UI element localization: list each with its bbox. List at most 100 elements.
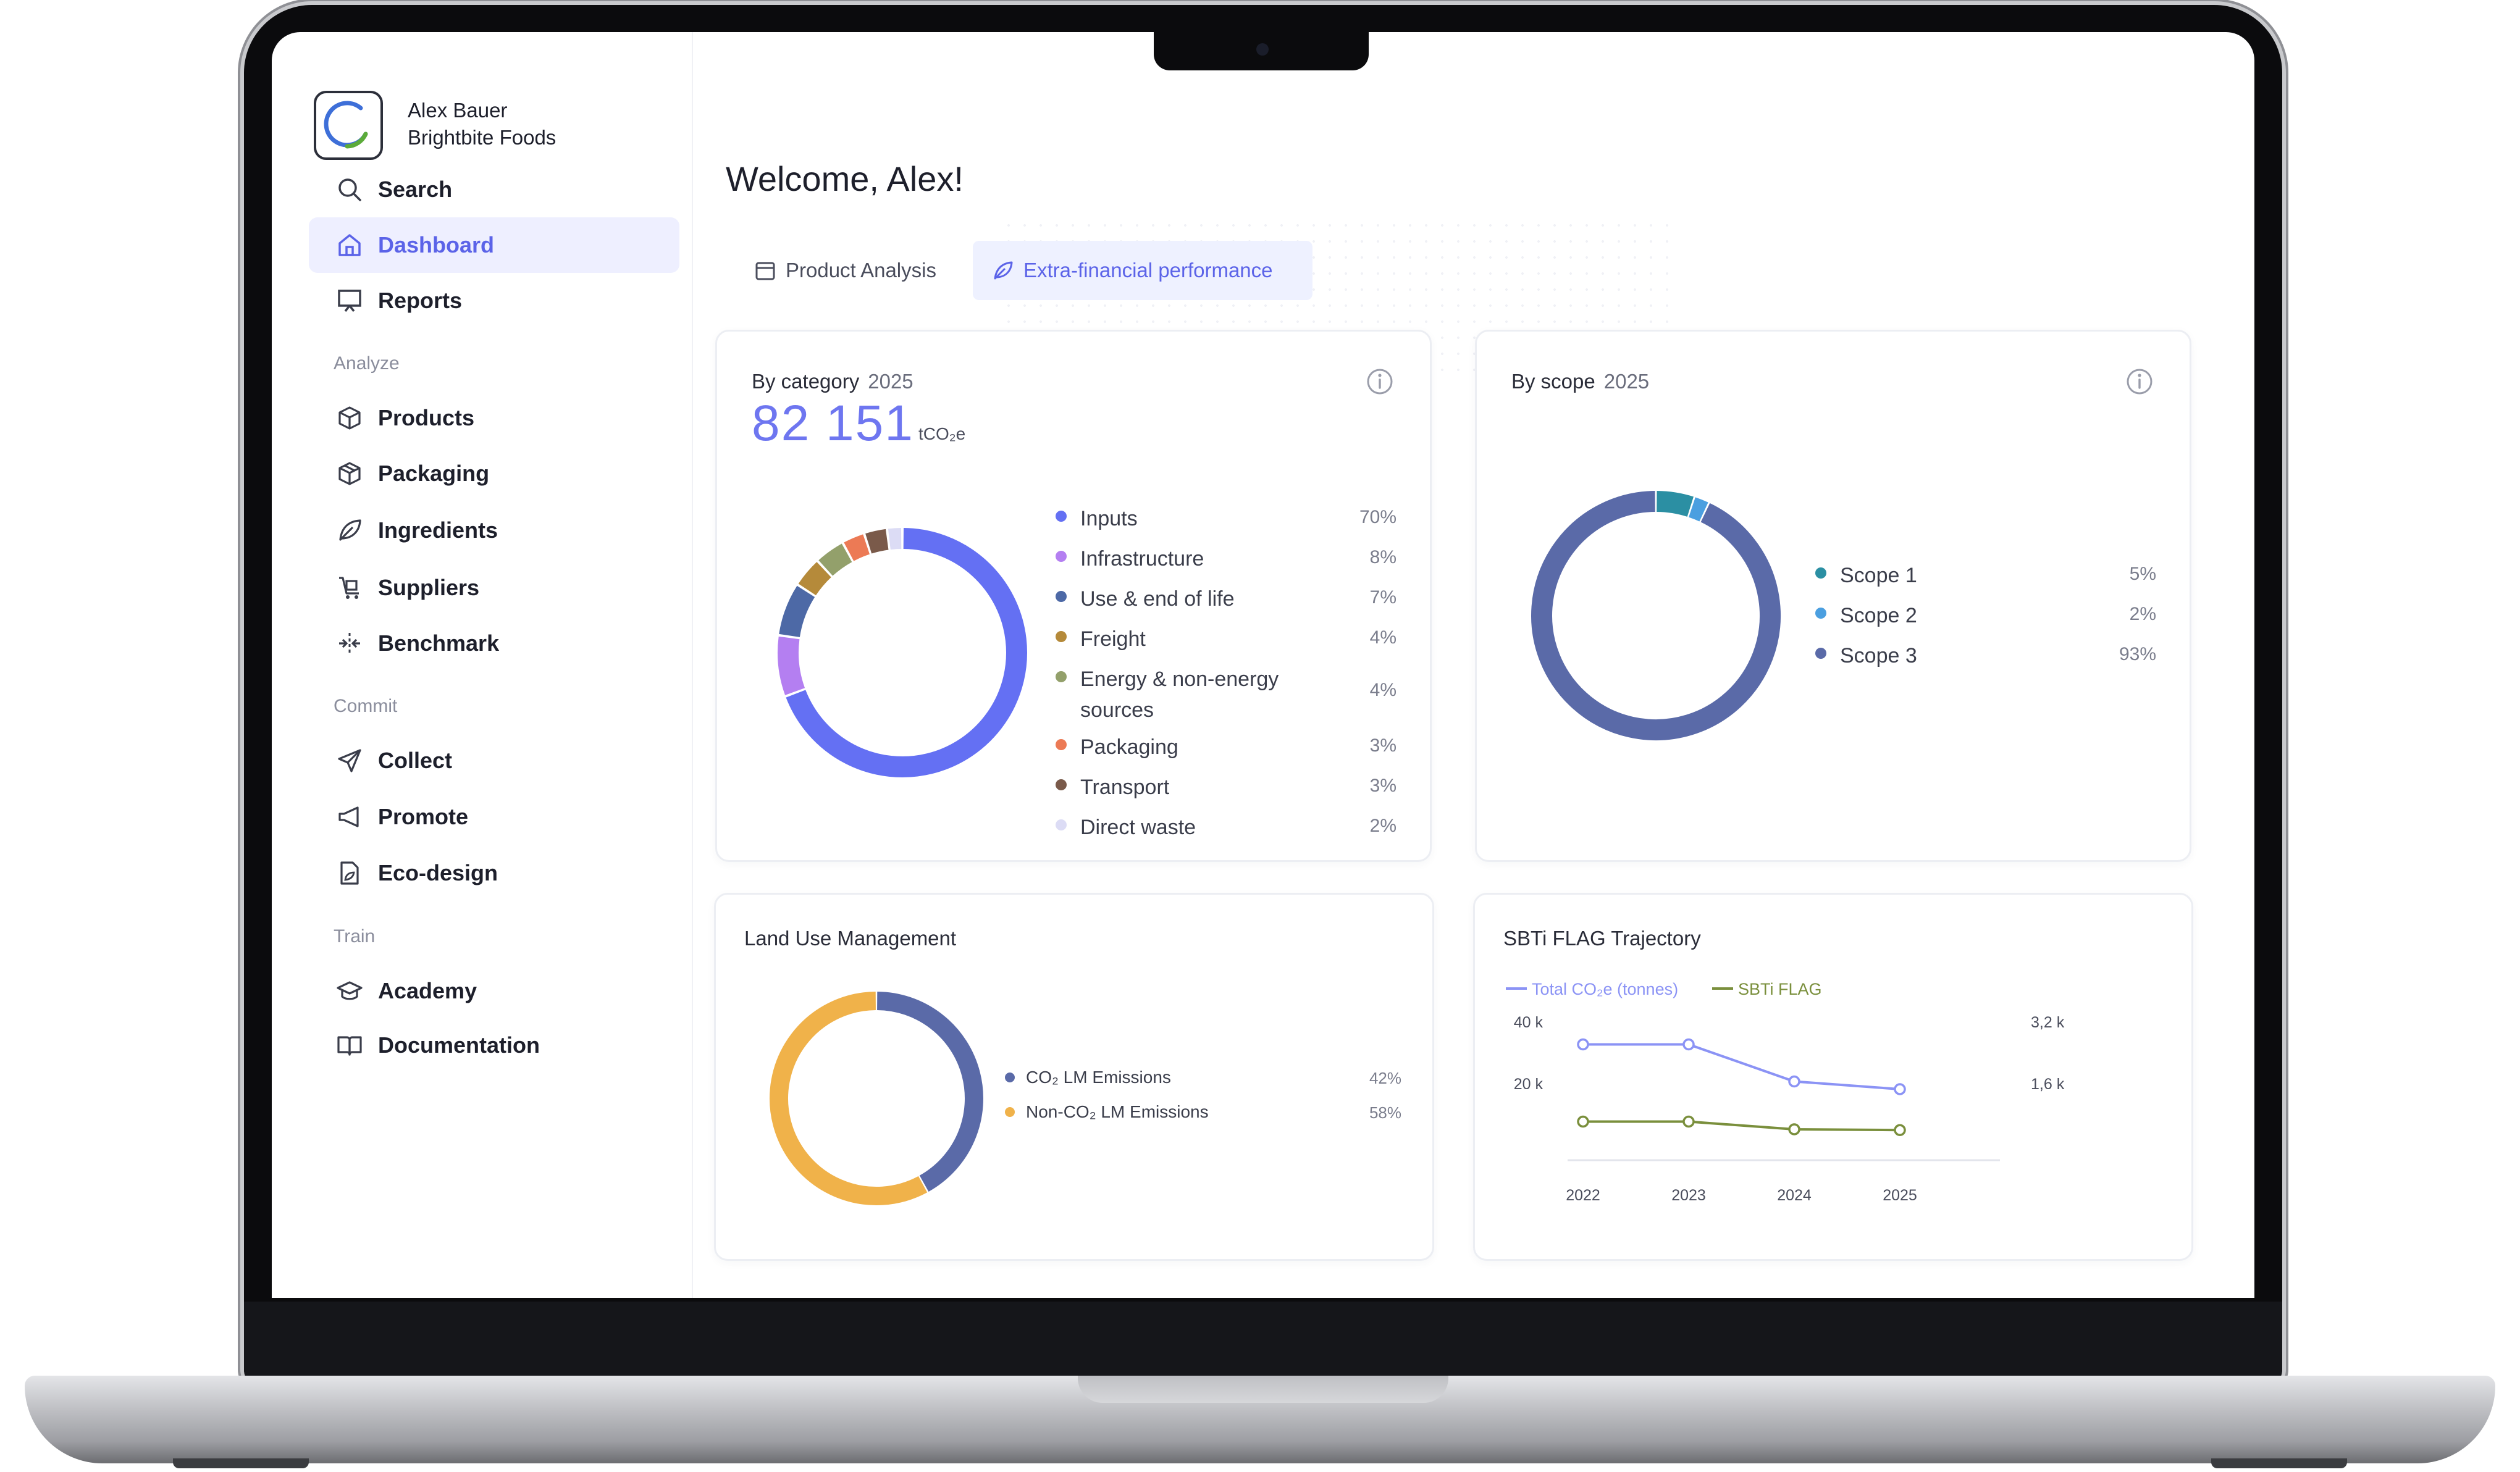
data-point[interactable] [1682, 1115, 1695, 1128]
category-slice-3[interactable] [798, 562, 832, 596]
legend-swatch [1056, 671, 1067, 682]
category-slice-4[interactable] [818, 543, 852, 576]
legend-item[interactable]: Non-CO₂ LM Emissions [1005, 1102, 1209, 1122]
legend-percentage: 4% [1369, 680, 1396, 700]
legend-item[interactable]: Use & end of life [1056, 583, 1290, 614]
x-tick-label: 2023 [1671, 1187, 1706, 1204]
legend-item[interactable]: Direct waste [1056, 812, 1290, 843]
scope-donut-chart [1531, 491, 1781, 740]
nav-products[interactable]: Products [309, 390, 679, 446]
legend-label: CO₂ LM Emissions [1026, 1068, 1171, 1087]
data-point[interactable] [1894, 1124, 1906, 1136]
compare-arrows-icon [335, 629, 364, 658]
legend-item[interactable]: Infrastructure [1056, 543, 1290, 574]
nav-promote[interactable]: Promote [309, 789, 679, 845]
nav-academy[interactable]: Academy [309, 963, 679, 1019]
card-title: By scope 2025 [1511, 370, 1649, 393]
scope-slice-2[interactable] [1531, 491, 1781, 740]
nav-collect[interactable]: Collect [309, 733, 679, 788]
legend-swatch [1005, 1073, 1015, 1082]
nav-dashboard[interactable]: Dashboard [309, 217, 679, 273]
calendar-icon [755, 260, 776, 281]
chart-legend-item[interactable]: Total CO₂e (tonnes) [1506, 980, 1678, 998]
legend-percentage: 8% [1369, 547, 1396, 567]
by-scope-year: 2025 [1603, 370, 1650, 393]
legend-percentage: 2% [2129, 604, 2156, 624]
nav-suppliers[interactable]: Suppliers [309, 560, 679, 616]
nav-packaging-label: Packaging [378, 461, 490, 486]
legend-item[interactable]: Scope 1 [1815, 560, 1917, 591]
laptop-chin [244, 1302, 2282, 1388]
legend-label: Inputs [1080, 507, 1138, 530]
nav-ingredients[interactable]: Ingredients [309, 503, 679, 558]
camera-icon [1256, 43, 1269, 56]
data-point[interactable] [1788, 1075, 1800, 1088]
section-commit: Commit [334, 696, 398, 716]
scope-slice-1[interactable] [1688, 497, 1708, 522]
info-icon[interactable] [2125, 367, 2154, 396]
legend-item[interactable]: Scope 3 [1815, 640, 1917, 671]
nav-documentation-label: Documentation [378, 1032, 540, 1058]
search-icon [335, 175, 364, 204]
data-point[interactable] [1577, 1115, 1589, 1128]
chart-legend-item[interactable]: SBTi FLAG [1712, 980, 1822, 998]
data-point[interactable] [1788, 1123, 1800, 1135]
legend-label: Non-CO₂ LM Emissions [1026, 1102, 1209, 1121]
category-slice-7[interactable] [888, 528, 902, 550]
info-icon[interactable] [1366, 367, 1394, 396]
nav-packaging[interactable]: Packaging [309, 446, 679, 501]
legend-swatch [1056, 511, 1067, 522]
category-slice-2[interactable] [779, 585, 815, 638]
scope-slice-0[interactable] [1656, 491, 1694, 517]
nav-benchmark-label: Benchmark [378, 630, 500, 656]
nav-search-label: Search [378, 177, 453, 202]
legend-item[interactable]: Packaging [1056, 732, 1290, 763]
legend-label: Direct waste [1080, 816, 1196, 839]
category-slice-6[interactable] [865, 529, 889, 554]
nav-reports[interactable]: Reports [309, 273, 679, 328]
category-slice-5[interactable] [844, 534, 870, 561]
nav-search[interactable]: Search [309, 162, 679, 217]
series-line-1 [1583, 1120, 1900, 1132]
nav-documentation[interactable]: Documentation [309, 1018, 679, 1073]
nav-reports-label: Reports [378, 288, 463, 313]
chart-legend-label: Total CO₂e (tonnes) [1532, 980, 1678, 998]
legend-label: Scope 1 [1840, 564, 1917, 587]
legend-percentage: 58% [1369, 1103, 1401, 1122]
legend-percentage: 5% [2129, 564, 2156, 584]
nav-benchmark[interactable]: Benchmark [309, 616, 679, 671]
company-logo[interactable] [314, 91, 383, 160]
category-slice-0[interactable] [786, 528, 1027, 777]
data-point[interactable] [1682, 1038, 1695, 1051]
presentation-icon [335, 286, 364, 316]
legend-item[interactable]: Energy & non-energy sources [1056, 664, 1290, 726]
legend-percentage: 42% [1369, 1069, 1401, 1087]
legend-item[interactable]: CO₂ LM Emissions [1005, 1068, 1171, 1087]
laptop-foot-right [2211, 1458, 2347, 1468]
legend-percentage: 3% [1369, 735, 1396, 756]
land-use-slice-0[interactable] [876, 992, 983, 1192]
nav-ecodesign[interactable]: Eco-design [309, 845, 679, 901]
legend-swatch [1056, 819, 1067, 830]
sidebar: Alex Bauer Brightbite Foods Search Dashb… [272, 32, 693, 1298]
legend-item[interactable]: Scope 2 [1815, 600, 1917, 631]
tab-extra-financial[interactable]: Extra-financial performance [973, 241, 1312, 300]
x-tick-label: 2024 [1777, 1187, 1812, 1204]
tab-product-analysis[interactable]: Product Analysis [735, 241, 964, 300]
data-point[interactable] [1577, 1038, 1589, 1051]
legend-swatch [1815, 648, 1826, 659]
legend-swatch [1056, 591, 1067, 602]
land-use-slice-1[interactable] [770, 992, 928, 1205]
x-tick-label: 2025 [1883, 1187, 1917, 1204]
legend-item[interactable]: Freight [1056, 624, 1290, 654]
chart-legend-label: SBTi FLAG [1738, 980, 1822, 998]
card-sbti-flag: SBTi FLAG Trajectory Total CO₂e (tonnes)… [1473, 893, 2193, 1261]
legend-item[interactable]: Transport [1056, 772, 1290, 803]
category-slice-1[interactable] [778, 636, 805, 695]
nav-dashboard-label: Dashboard [378, 232, 495, 257]
user-organization: Brightbite Foods [408, 126, 556, 149]
legend-item[interactable]: Inputs [1056, 503, 1290, 534]
nav-ingredients-label: Ingredients [378, 517, 498, 543]
leaf-icon [993, 260, 1014, 281]
data-point[interactable] [1894, 1083, 1906, 1095]
